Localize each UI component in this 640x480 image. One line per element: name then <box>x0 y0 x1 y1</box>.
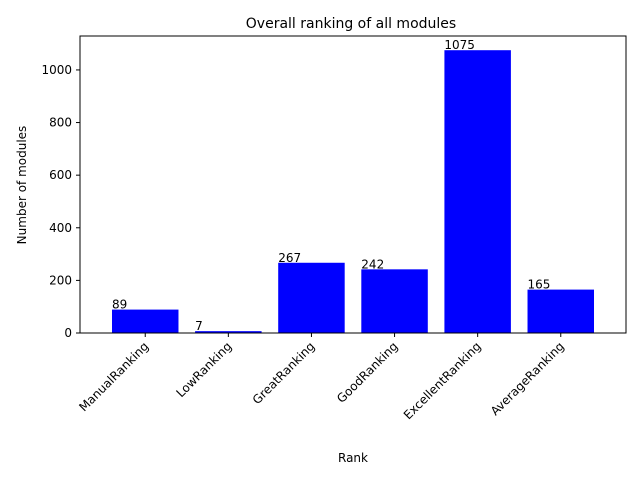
y-tick-label: 400 <box>49 221 72 235</box>
y-tick-label: 200 <box>49 273 72 287</box>
bar <box>195 331 262 333</box>
x-tick-label: GreatRanking <box>250 339 318 407</box>
plot-frame <box>79 35 627 334</box>
plot-area: 0 200 400 600 800 1000 89 ManualRanking 7 LowRank… <box>41 38 595 422</box>
y-tick-label: 600 <box>49 168 72 182</box>
x-tick-label: AverageRanking <box>488 339 567 418</box>
chart-title: Overall ranking of all modules <box>246 16 456 32</box>
y-tick-label: 800 <box>49 116 72 130</box>
x-tick-label: GoodRanking <box>334 339 401 406</box>
bar-value-label: 89 <box>112 298 127 312</box>
bar-value-label: 242 <box>361 257 384 271</box>
bar <box>527 289 595 333</box>
bar <box>278 262 345 333</box>
y-tick-label: 1000 <box>41 63 72 77</box>
bar-value-label: 7 <box>195 319 203 333</box>
bar-value-label: 1075 <box>444 38 475 52</box>
x-tick-label: ManualRanking <box>76 339 151 414</box>
bar-value-label: 165 <box>528 278 551 292</box>
x-axis-label: Rank <box>338 451 368 465</box>
bar <box>111 309 179 333</box>
bar <box>444 50 511 333</box>
bar-value-label: 267 <box>278 251 301 265</box>
y-axis-label: Number of modules <box>15 126 29 245</box>
bar <box>361 269 428 333</box>
y-tick-label: 0 <box>64 326 72 340</box>
x-tick-label: LowRanking <box>174 339 235 400</box>
x-tick-label: ExcellentRanking <box>401 339 484 422</box>
